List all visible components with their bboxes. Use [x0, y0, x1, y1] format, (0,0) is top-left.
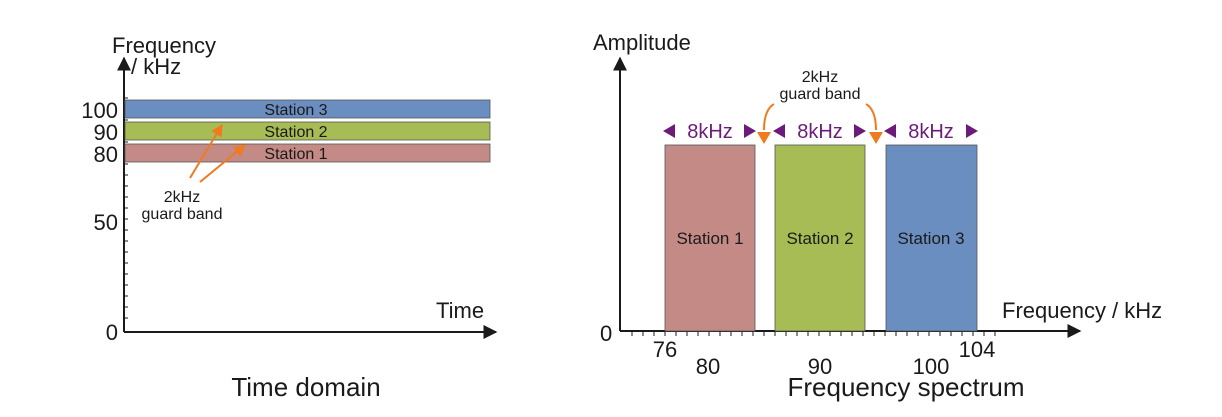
- time-y-tick-100: 100: [81, 98, 118, 123]
- time-band-station-3-label: Station 3: [264, 102, 327, 119]
- time-guard-note-line1: 2kHz: [164, 189, 200, 206]
- spectrum-x-tick-90: 90: [808, 354, 832, 379]
- spectrum-block-station-2-label: Station 2: [786, 229, 853, 248]
- time-band-station-2-label: Station 2: [264, 124, 327, 141]
- bandwidth-left-arrow-icon: [884, 124, 896, 138]
- bandwidth-label-station-3: 8kHz: [908, 121, 954, 143]
- spectrum-x-tick-100: 100: [913, 354, 950, 379]
- bandwidth-marker-station-2: 8kHz: [773, 121, 866, 143]
- bandwidth-right-arrow-icon: [744, 124, 756, 138]
- time-y-tick-0: 0: [106, 320, 118, 345]
- time-x-axis-label: Time: [436, 298, 484, 323]
- frequency-spectrum-panel: Amplitude Frequency / kHz 0 76 80 90 100…: [593, 30, 1162, 402]
- time-band-station-3: [124, 99, 491, 119]
- spectrum-x-tick-80: 80: [696, 354, 720, 379]
- time-guard-arrow-upper: [189, 123, 223, 179]
- time-guard-arrow-lower: [199, 144, 246, 183]
- bandwidth-left-arrow-icon: [663, 124, 675, 138]
- spectrum-block-station-1-label: Station 1: [676, 229, 743, 248]
- frequency-spectrum-caption: Frequency spectrum: [788, 372, 1025, 402]
- time-y-tick-50: 50: [94, 210, 118, 235]
- time-domain-panel: Frequency / kHz Time 100 90 80 50 0 Stat…: [81, 33, 498, 402]
- spectrum-block-station-1: [664, 144, 756, 332]
- bandwidth-label-station-2: 8kHz: [797, 121, 843, 143]
- spectrum-origin-label: 0: [600, 321, 612, 346]
- bandwidth-left-arrow-icon: [773, 124, 785, 138]
- spectrum-block-station-3-label: Station 3: [897, 229, 964, 248]
- spectrum-guard-leader-right: [865, 103, 877, 131]
- spectrum-x-minor-ticks: [631, 331, 996, 336]
- spectrum-y-axis-label: Amplitude: [593, 30, 691, 55]
- time-y-tick-90: 90: [94, 120, 118, 145]
- bandwidth-right-arrow-icon: [966, 124, 978, 138]
- time-band-station-1-label: Station 1: [264, 146, 327, 163]
- spectrum-guard-note-line2: guard band: [780, 86, 861, 103]
- time-y-tick-80: 80: [94, 142, 118, 167]
- time-y-axis-label-line2: / kHz: [131, 54, 181, 79]
- spectrum-guard-leader-left: [763, 103, 775, 131]
- spectrum-guard-note-line1: 2kHz: [802, 69, 838, 86]
- time-domain-caption: Time domain: [231, 372, 380, 402]
- spectrum-x-tick-104: 104: [959, 337, 996, 362]
- bandwidth-marker-station-3: 8kHz: [884, 121, 978, 143]
- bandwidth-marker-station-1: 8kHz: [663, 121, 756, 143]
- spectrum-guard-arrow-right-icon: [869, 132, 883, 144]
- spectrum-x-axis-label: Frequency / kHz: [1002, 298, 1162, 323]
- spectrum-block-station-3: [885, 144, 978, 332]
- bandwidth-right-arrow-icon: [854, 124, 866, 138]
- bandwidth-label-station-1: 8kHz: [687, 121, 733, 143]
- spectrum-guard-arrow-left-icon: [757, 132, 771, 144]
- time-y-axis-label-line1: Frequency: [112, 33, 216, 58]
- time-band-station-1: [124, 143, 491, 163]
- time-guard-note-line2: guard band: [142, 206, 223, 223]
- spectrum-block-station-2: [774, 144, 866, 332]
- spectrum-x-tick-76: 76: [653, 337, 677, 362]
